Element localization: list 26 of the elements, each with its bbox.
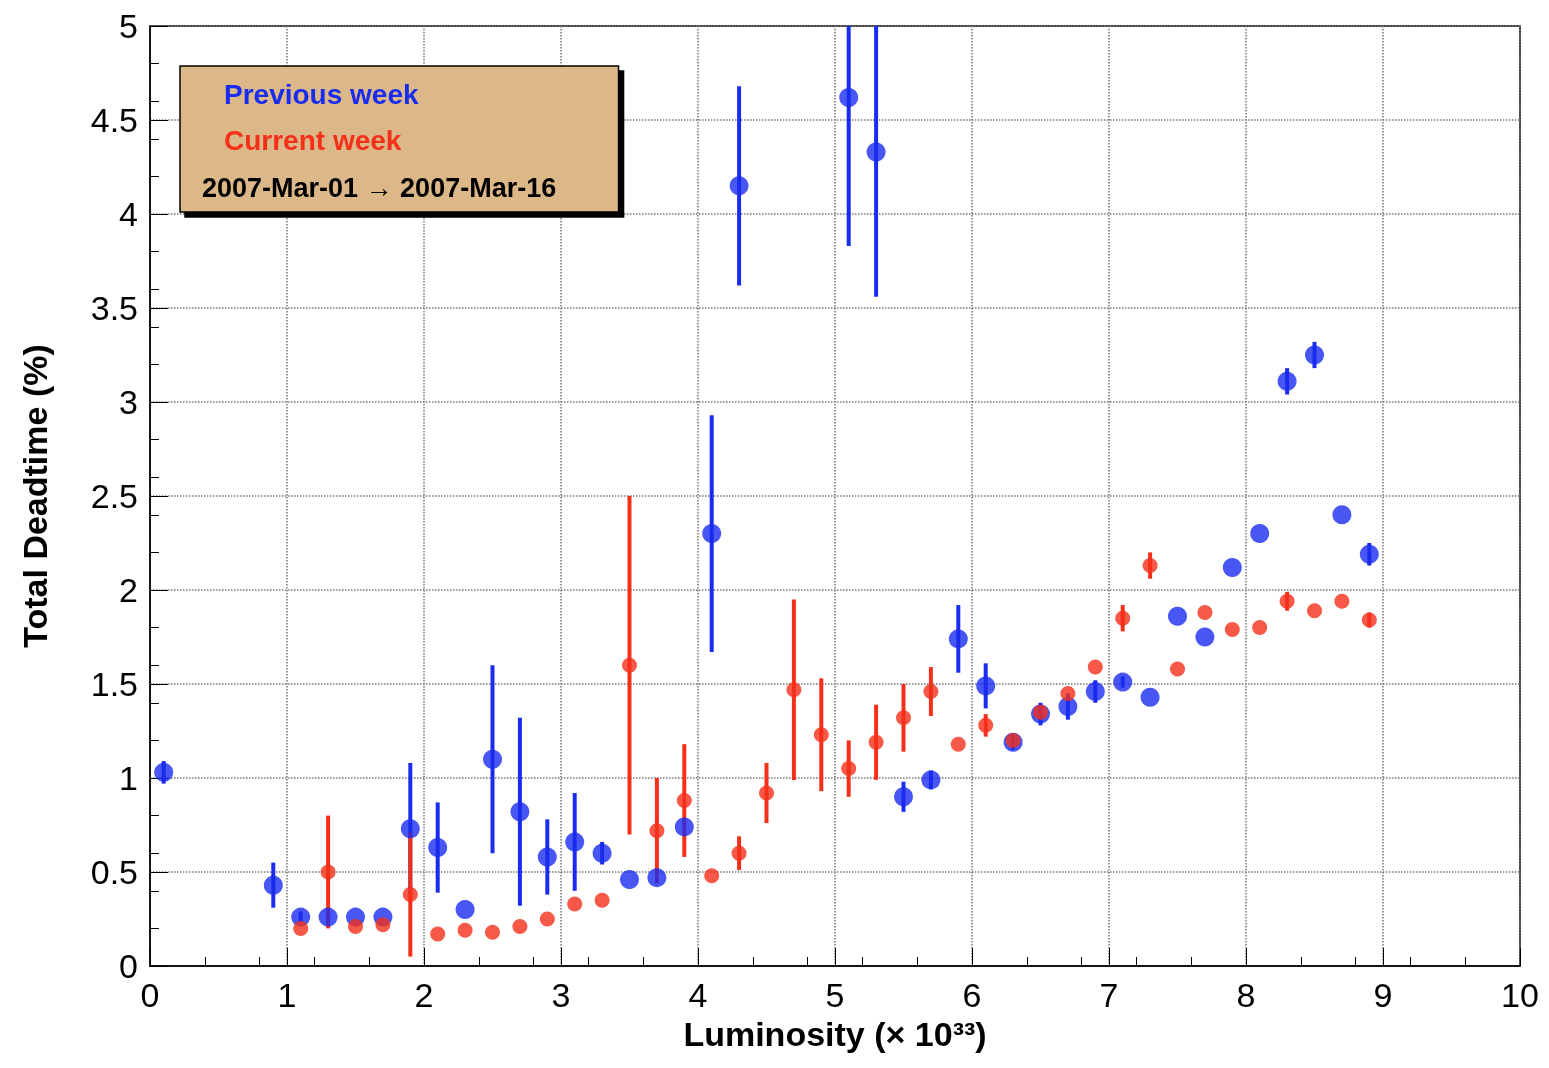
y-tick-label: 2 xyxy=(119,571,138,609)
x-tick-label: 1 xyxy=(277,976,297,1014)
y-tick-label: 3.5 xyxy=(90,289,138,327)
x-tick-label: 4 xyxy=(688,976,708,1014)
x-tick-label: 9 xyxy=(1373,976,1393,1014)
text: Previous week xyxy=(224,78,419,110)
x-axis-title: Luminosity (× 10³³) xyxy=(683,1014,987,1053)
x-tick-label: 3 xyxy=(551,976,571,1014)
y-tick-label: 1 xyxy=(119,759,138,797)
x-tick-label: 5 xyxy=(825,976,845,1014)
y-tick-label: 2.5 xyxy=(90,477,138,515)
y-tick-label: 4 xyxy=(119,195,138,233)
y-tick-label: 0 xyxy=(119,947,138,985)
text: Current week xyxy=(224,124,402,156)
y-tick-label: 0.5 xyxy=(90,853,138,891)
y-tick-label: 3 xyxy=(119,383,138,421)
annotation: 2007-Mar-01 → 2007-Mar-16 xyxy=(202,172,557,203)
y-tick-label: 5 xyxy=(119,7,138,45)
y-tick-label: 1.5 xyxy=(90,665,138,703)
y-axis-title: Total Deadtime (%) xyxy=(16,344,54,648)
x-tick-label: 6 xyxy=(962,976,982,1014)
y-tick-label: 4.5 xyxy=(90,101,138,139)
x-tick-label: 8 xyxy=(1236,976,1256,1014)
x-tick-label: 10 xyxy=(1501,976,1539,1014)
x-tick-label: 7 xyxy=(1099,976,1119,1014)
x-tick-label: 2 xyxy=(414,976,434,1014)
